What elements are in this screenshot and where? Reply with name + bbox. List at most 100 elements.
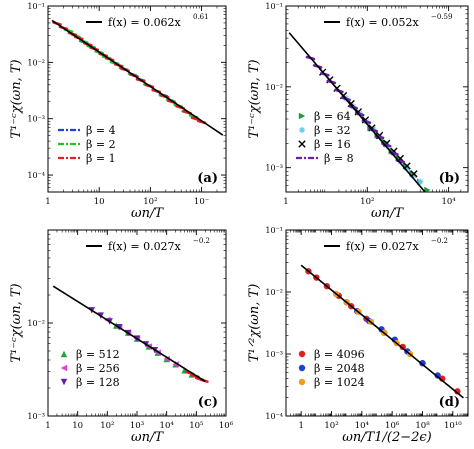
x-tick-label: 10⁴ [441, 197, 456, 207]
data-point [154, 349, 161, 356]
legend-swatch [298, 112, 306, 120]
panel-1: 1 10² 10⁴ 10⁻¹ 10⁻² 10⁻³ f(x) = 0.052x −0.59 β =… [247, 2, 469, 221]
plot-frame [47, 229, 227, 417]
x-tick-label: 1 [45, 421, 50, 431]
fit-legend-exponent: 0.61 [193, 13, 209, 21]
y-tick-label: 10⁻⁴ [265, 412, 283, 421]
fit-legend-exponent: −0.59 [431, 13, 452, 21]
plot-area [300, 264, 464, 399]
x-tick-label: 10⁴ [355, 421, 370, 431]
legend-label: β = 16 [314, 138, 351, 151]
legend-label: β = 32 [314, 124, 351, 137]
legend-entry: β = 2 [58, 138, 116, 151]
panel-label: (c) [198, 395, 218, 410]
data-point [431, 195, 437, 201]
plot-area [52, 285, 209, 383]
panel-3: 1 10² 10⁴ 10⁶ 10⁸ 10¹⁰ 10⁻¹ 10⁻² 10⁻³ 10⁻⁴ f(x) = … [247, 226, 469, 445]
x-tick-label: 10³ [130, 421, 144, 431]
legend-entry: β = 1024 [298, 376, 365, 389]
y-tick-label: 10⁻² [265, 83, 283, 92]
y-axis-label: T¹⁻ᶜχ(ωn, T) [9, 59, 24, 138]
y-tick-label: 10⁻² [27, 319, 45, 328]
x-tick-label: 1 [283, 197, 288, 207]
y-tick-label: 10⁻¹ [27, 2, 45, 11]
minor-ticks [286, 230, 468, 416]
y-axis-label: T¹⁻ᶜχ(ωn, T) [247, 59, 262, 138]
legend-entry: β = 16 [298, 138, 351, 151]
fit-legend-label: f(x) = 0.052x [346, 16, 420, 29]
minor-ticks [48, 6, 226, 192]
fit-legend-label: f(x) = 0.062x [108, 16, 182, 29]
fit-line [300, 264, 464, 399]
legend-swatch [298, 140, 306, 148]
x-tick-label: 1 [298, 421, 303, 431]
plot-area [51, 19, 224, 136]
y-tick-label: 10⁻³ [265, 350, 283, 359]
legend-label: β = 8 [324, 152, 354, 165]
legend-entry: β = 2048 [298, 362, 365, 375]
legend-label: β = 4 [86, 124, 116, 137]
x-tick-label: 10 [72, 421, 83, 431]
legend-swatch [60, 364, 68, 372]
fit-legend-label: f(x) = 0.027x [346, 240, 420, 253]
x-tick-label: 10² [143, 197, 157, 207]
data-point [190, 116, 201, 121]
minor-ticks [48, 230, 226, 416]
legend-entry: β = 4096 [298, 348, 365, 361]
legend-entry: β = 256 [60, 362, 120, 375]
legend-entry: β = 4 [58, 124, 116, 137]
x-axis-label: ωn/T1/(2−2ϵ) [342, 430, 432, 445]
fit-line [52, 285, 206, 383]
legend-swatch [298, 126, 306, 134]
legend-entry: β = 8 [296, 152, 354, 165]
fit-legend-exponent: −0.2 [193, 237, 210, 245]
data-point [403, 164, 411, 172]
x-tick-label: 10² [360, 197, 374, 207]
panel-2: 1 10 10² 10³ 10⁴ 10⁵ 10⁶ 10⁻² 10⁻³ f(x) = 0.027x −… [9, 229, 234, 445]
x-tick-label: 10⁵ [189, 421, 204, 431]
x-tick-label: 1 [45, 197, 50, 207]
legend-label: β = 512 [76, 348, 120, 361]
plot-frame [285, 229, 469, 417]
y-tick-label: 10⁻⁴ [27, 171, 45, 180]
legend-label: β = 256 [76, 362, 120, 375]
legend-entry: β = 1 [58, 152, 116, 165]
x-tick-label: 10⁸ [415, 421, 430, 431]
x-tick-label: 10⁻ [194, 197, 209, 207]
legend-swatch [60, 350, 68, 358]
legend-label: β = 4096 [314, 348, 365, 361]
panel-label: (a) [197, 171, 218, 186]
data-point [424, 186, 431, 192]
y-tick-label: 10⁻³ [265, 164, 283, 173]
x-tick-label: 10⁶ [219, 421, 234, 431]
fit-legend-exponent: −0.2 [431, 237, 448, 245]
legend-entry: β = 32 [298, 124, 351, 137]
legend-label: β = 2 [86, 138, 116, 151]
y-tick-label: 10⁻³ [27, 412, 45, 421]
y-tick-label: 10⁻² [265, 288, 283, 297]
data-point [172, 361, 179, 368]
y-tick-label: 10⁻¹ [265, 226, 283, 235]
legend-label: β = 2048 [314, 362, 365, 375]
y-axis-label: T¹⁻ᶜχ(ωn, T) [9, 283, 24, 362]
y-tick-label: 10⁻² [27, 58, 45, 67]
y-axis-label: T¹ᐟ²χ(ωn, T) [247, 284, 262, 363]
plot-frame [285, 5, 469, 193]
legend-label: β = 1 [86, 152, 116, 165]
fit-line [288, 32, 427, 192]
data-point [399, 343, 406, 351]
legend-entry: β = 128 [60, 376, 120, 389]
x-tick-label: 10¹⁰ [444, 421, 462, 431]
x-tick-label: 10⁶ [385, 421, 400, 431]
fit-legend-label: f(x) = 0.027x [108, 240, 182, 253]
data-point [434, 372, 441, 379]
data-point [416, 178, 424, 185]
legend-label: β = 128 [76, 376, 120, 389]
legend-label: β = 64 [314, 110, 351, 123]
panel-label: (b) [439, 171, 460, 186]
x-axis-label: ωn/T [131, 206, 164, 221]
x-tick-label: 10² [324, 421, 338, 431]
legend-entry: β = 64 [298, 110, 351, 123]
y-tick-label: 10⁻¹ [265, 2, 283, 11]
